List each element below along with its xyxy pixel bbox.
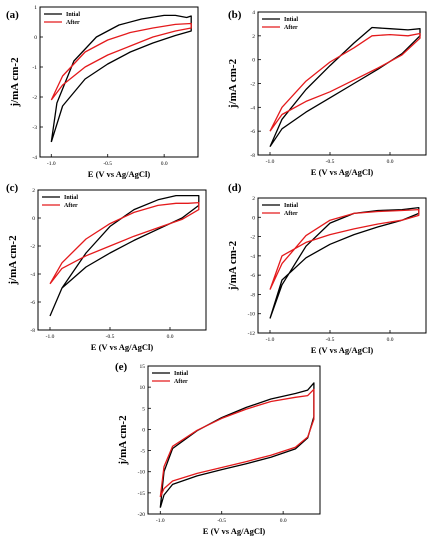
y-tick-label: -12	[248, 331, 256, 337]
panel-label: (e)	[115, 361, 128, 373]
y-tick-label: -8	[250, 153, 255, 159]
series-initial-line	[159, 382, 315, 508]
legend-label: After	[64, 203, 78, 209]
plot-frame	[257, 11, 427, 156]
y-tick-label: -20	[138, 512, 146, 518]
cv-panel: (b) -1.0 -0.5 0.0 4 2 0 -2 -4 -6 -8 E (V vs Ag/AgCl…	[227, 9, 427, 177]
x-tick-label: -0.5	[106, 334, 115, 340]
series-after-line	[159, 388, 315, 498]
plot-frame	[257, 197, 427, 334]
y-tick-label: 0	[142, 427, 145, 433]
cv-panel: (d) -1.0 -0.5 0.0 2 0 -2 -4 -6 -8 -10 -12 E (V vs Ag…	[227, 182, 427, 355]
legend-label: After	[284, 25, 298, 31]
x-tick-label: -0.5	[217, 518, 226, 524]
y-tick-label: -2	[250, 82, 255, 88]
panel-label: (b)	[228, 9, 242, 21]
y-tick-label: -10	[138, 470, 146, 476]
y-axis-title: j/mA cm-2	[7, 235, 19, 286]
series-after-line	[269, 208, 420, 290]
y-tick-label: -4	[250, 254, 255, 260]
y-tick-label: -2	[30, 244, 35, 250]
plot-frame	[147, 365, 321, 515]
series-initial-line	[50, 14, 192, 143]
x-tick-label: 0.0	[280, 518, 287, 524]
y-tick-label: -15	[138, 491, 146, 497]
x-tick-label: 0.0	[387, 337, 394, 343]
series-initial-line	[269, 26, 421, 148]
series-after-line	[49, 201, 200, 285]
panel-label: (d)	[228, 182, 242, 194]
y-tick-label: -6	[30, 300, 35, 306]
x-tick-label: -0.5	[326, 337, 335, 343]
y-tick-label: -2	[250, 235, 255, 241]
x-tick-label: -0.5	[326, 159, 335, 165]
cv-panel: (c) -1.0 -0.5 0.0 2 0 -2 -4 -6 -8 E (V vs Ag/AgCl)…	[6, 182, 207, 352]
series-after-line	[50, 22, 192, 101]
x-tick-label: -1.0	[266, 159, 275, 165]
legend-label: After	[66, 20, 80, 26]
cv-panel: (e) -1.0 -0.5 0.0 15 10 5 0 -5 -10 -15 -20 E (V vs A…	[115, 361, 321, 536]
x-tick-label: -1.0	[266, 337, 275, 343]
y-tick-label: 0	[32, 216, 35, 222]
y-tick-label: 1	[34, 5, 37, 11]
y-tick-label: 4	[252, 10, 255, 16]
legend-label: Intial	[66, 12, 80, 18]
cv-panel: (a) -1.0 -0.5 0.0 1 0 -1 -2 -3 -4 E (V vs Ag/AgCl)…	[6, 5, 199, 179]
series-after-line	[269, 32, 421, 132]
legend-label: Intial	[174, 371, 188, 377]
plot-frame	[37, 189, 207, 331]
x-axis-title: E (V vs Ag/AgCl)	[91, 342, 154, 352]
y-tick-label: -10	[248, 312, 256, 318]
y-tick-label: 10	[140, 385, 146, 391]
y-tick-label: -4	[250, 105, 255, 111]
y-tick-label: 2	[252, 34, 255, 40]
y-tick-label: -8	[250, 292, 255, 298]
y-tick-label: -8	[30, 328, 35, 334]
y-axis-title: j/mA cm-2	[227, 240, 239, 291]
y-tick-label: -1	[32, 65, 37, 71]
legend-label: After	[284, 211, 298, 217]
legend-label: Intial	[284, 203, 298, 209]
x-axis-title: E (V vs Ag/AgCl)	[311, 167, 374, 177]
legend-label: After	[174, 379, 188, 385]
panel-label: (c)	[6, 182, 19, 194]
y-tick-label: -6	[250, 273, 255, 279]
plot-frame	[39, 6, 199, 158]
y-tick-label: 0	[252, 58, 255, 64]
y-tick-label: -2	[32, 95, 37, 101]
y-tick-label: 0	[252, 215, 255, 221]
panel-label: (a)	[6, 9, 19, 21]
x-tick-label: 0.0	[167, 334, 174, 340]
y-tick-label: 2	[252, 196, 255, 202]
y-tick-label: -6	[250, 129, 255, 135]
y-tick-label: -4	[30, 272, 35, 278]
series-initial-line	[49, 194, 200, 317]
x-tick-label: 0.0	[387, 159, 394, 165]
x-axis-title: E (V vs Ag/AgCl)	[203, 526, 266, 536]
y-tick-label: -4	[32, 155, 37, 161]
x-axis-title: E (V vs Ag/AgCl)	[311, 345, 374, 355]
y-tick-label: 15	[140, 364, 146, 370]
x-tick-label: -0.5	[103, 161, 112, 167]
y-tick-label: -3	[32, 125, 37, 131]
x-tick-label: 0.0	[161, 161, 168, 167]
x-tick-label: -1.0	[46, 334, 55, 340]
y-tick-label: 0	[34, 35, 37, 41]
y-axis-title: j/mA cm-2	[117, 415, 129, 466]
y-tick-label: 2	[32, 188, 35, 194]
x-tick-label: -1.0	[47, 161, 56, 167]
x-axis-title: E (V vs Ag/AgCl)	[88, 169, 151, 179]
series-initial-line	[269, 206, 420, 319]
legend-label: Intial	[64, 195, 78, 201]
y-axis-title: j/mA cm-2	[9, 57, 21, 108]
x-tick-label: -1.0	[156, 518, 165, 524]
y-tick-label: -5	[140, 449, 145, 455]
y-tick-label: 5	[142, 406, 145, 412]
y-axis-title: j/mA cm-2	[227, 58, 239, 109]
legend-label: Intial	[284, 17, 298, 23]
